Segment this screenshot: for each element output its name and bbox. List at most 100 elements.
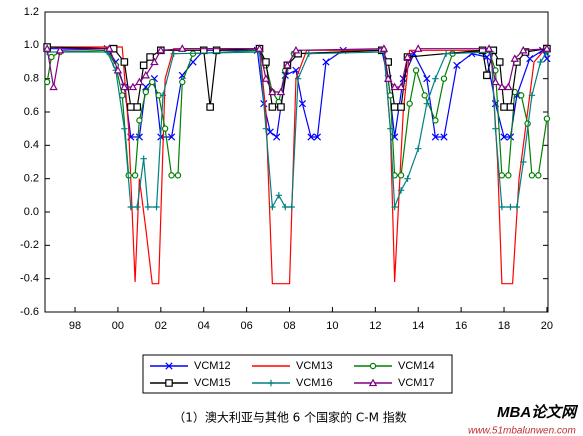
point <box>500 103 508 111</box>
x-tick-label: 12 <box>369 320 381 332</box>
point <box>179 78 186 86</box>
point <box>528 172 536 179</box>
point <box>283 60 292 69</box>
point <box>120 82 129 91</box>
legend-label: VCM15 <box>194 377 231 389</box>
point <box>49 82 58 91</box>
legend-label: VCM12 <box>194 360 231 372</box>
point <box>498 203 506 211</box>
point <box>431 133 440 141</box>
point <box>491 77 500 86</box>
x-tick-label: 18 <box>498 320 510 332</box>
point <box>269 203 276 211</box>
point <box>268 103 277 111</box>
point <box>379 44 389 52</box>
point <box>268 87 277 96</box>
point <box>127 203 134 211</box>
point <box>128 82 138 91</box>
point <box>513 203 521 211</box>
point <box>505 172 512 179</box>
point <box>178 44 187 52</box>
point <box>276 87 286 96</box>
x-tick-label: 04 <box>198 320 210 332</box>
legend-marker <box>165 362 173 370</box>
x-tick-label: 10 <box>326 320 338 332</box>
point <box>500 133 508 141</box>
legend-marker <box>368 378 378 387</box>
point <box>134 203 141 211</box>
point <box>261 74 271 82</box>
point <box>120 58 129 66</box>
point <box>440 133 448 141</box>
point <box>412 67 420 74</box>
point <box>142 88 150 96</box>
x-tick-label: 14 <box>412 320 424 332</box>
y-tick-label: 0.2 <box>24 173 39 185</box>
point <box>146 53 154 61</box>
point <box>277 103 285 111</box>
point <box>136 117 143 124</box>
y-tick-label: -0.6 <box>20 306 39 318</box>
legend-marker <box>369 362 377 370</box>
y-tick-label: -0.2 <box>20 239 39 251</box>
y-tick-label: 0.0 <box>24 206 39 218</box>
point <box>140 155 147 162</box>
y-tick-label: 1.2 <box>24 6 39 18</box>
legend-box <box>142 354 453 394</box>
point <box>48 53 55 61</box>
point <box>43 78 51 86</box>
point <box>537 58 544 66</box>
point <box>495 58 504 66</box>
point <box>535 172 542 179</box>
point <box>383 74 393 82</box>
point <box>262 125 270 132</box>
y-tick-label: 1.0 <box>24 39 39 51</box>
point <box>396 82 406 91</box>
y-tick-label: 0.4 <box>24 139 39 151</box>
caption: （1）澳大利亚与其他 6 个国家的 C-M 指数 <box>173 410 407 425</box>
legend-marker <box>165 379 173 387</box>
point <box>517 92 525 99</box>
point <box>127 103 135 111</box>
point <box>288 203 295 211</box>
point <box>168 172 175 179</box>
point <box>156 45 166 54</box>
point <box>322 58 330 66</box>
point <box>484 44 494 52</box>
point <box>294 75 302 82</box>
point <box>391 203 398 211</box>
point <box>421 92 428 99</box>
point <box>506 133 515 141</box>
point <box>423 100 431 107</box>
point <box>528 92 536 99</box>
point <box>282 203 289 211</box>
y-tick-label: 0.8 <box>24 73 39 85</box>
watermark: MBA论文网 <box>497 403 579 421</box>
y-tick-label: -0.4 <box>20 273 39 285</box>
x-tick-label: 02 <box>155 320 167 332</box>
x-tick-label: 20 <box>541 320 553 332</box>
point <box>423 75 431 83</box>
point <box>498 172 506 179</box>
point <box>305 50 313 57</box>
legend-label: VCM14 <box>398 360 435 372</box>
legend-label: VCM13 <box>296 360 333 372</box>
point <box>397 187 405 194</box>
point <box>141 70 151 79</box>
point <box>519 45 528 54</box>
point <box>406 100 413 107</box>
point <box>119 92 126 99</box>
point <box>144 203 152 211</box>
point <box>135 133 144 141</box>
point <box>440 75 448 82</box>
point <box>506 103 515 111</box>
point <box>291 45 301 54</box>
point <box>275 192 283 199</box>
point <box>255 44 264 52</box>
y-tick-label: 0.6 <box>24 106 39 118</box>
point <box>453 61 461 69</box>
point <box>113 65 123 74</box>
point <box>131 172 139 179</box>
x-tick-label: 00 <box>112 320 124 332</box>
